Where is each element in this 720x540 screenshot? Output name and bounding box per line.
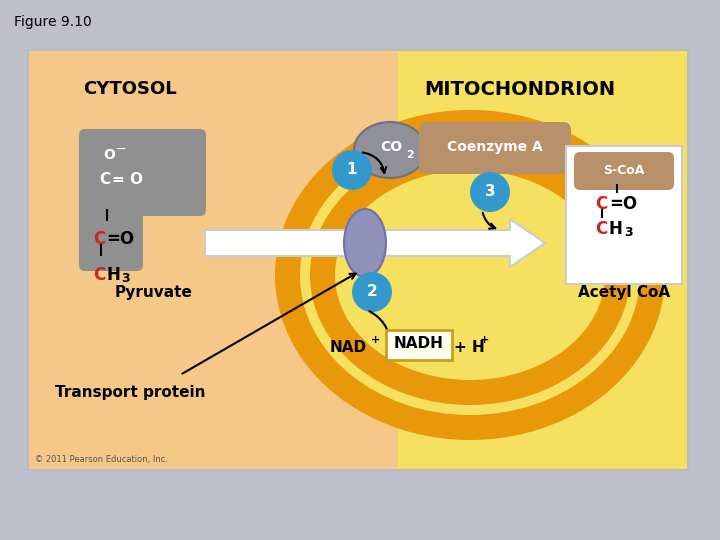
FancyBboxPatch shape (574, 152, 674, 190)
Text: 3: 3 (121, 272, 130, 285)
Text: Figure 9.10: Figure 9.10 (14, 15, 91, 29)
Text: CYTOSOL: CYTOSOL (84, 80, 177, 98)
Text: S-CoA: S-CoA (603, 164, 644, 177)
FancyBboxPatch shape (28, 50, 398, 470)
Text: 2: 2 (366, 284, 377, 299)
Text: NADH: NADH (394, 335, 444, 350)
Text: =: = (111, 172, 124, 187)
Text: C: C (595, 220, 607, 238)
Circle shape (352, 272, 392, 312)
Text: MITOCHONDRION: MITOCHONDRION (424, 80, 616, 99)
Ellipse shape (354, 122, 426, 178)
FancyBboxPatch shape (79, 129, 206, 216)
Text: C: C (93, 230, 105, 248)
Text: Acetyl CoA: Acetyl CoA (578, 285, 670, 300)
Text: O: O (129, 172, 142, 187)
Text: + H: + H (454, 340, 485, 355)
Ellipse shape (335, 170, 605, 380)
Text: C: C (99, 172, 110, 187)
Ellipse shape (300, 135, 640, 415)
FancyBboxPatch shape (419, 122, 571, 174)
Text: H: H (609, 220, 623, 238)
Text: 2: 2 (406, 150, 414, 160)
FancyBboxPatch shape (386, 330, 452, 360)
Text: =O: =O (609, 195, 637, 213)
Circle shape (470, 172, 510, 212)
Text: =O: =O (106, 230, 134, 248)
Text: C: C (595, 195, 607, 213)
Text: Pyruvate: Pyruvate (115, 285, 193, 300)
Ellipse shape (310, 145, 630, 405)
Text: 1: 1 (347, 161, 357, 177)
Text: −: − (116, 143, 127, 156)
Text: NAD: NAD (330, 340, 367, 355)
Text: C: C (93, 266, 105, 284)
Ellipse shape (344, 209, 386, 277)
Text: O: O (103, 148, 115, 162)
Ellipse shape (275, 110, 665, 440)
Text: 3: 3 (624, 226, 633, 239)
Text: Coenzyme A: Coenzyme A (447, 140, 543, 154)
Text: +: + (480, 335, 490, 345)
Text: +: + (371, 335, 380, 345)
Circle shape (332, 150, 372, 190)
FancyBboxPatch shape (398, 50, 688, 470)
Text: CO: CO (380, 140, 402, 154)
Text: Transport protein: Transport protein (55, 385, 205, 400)
FancyBboxPatch shape (28, 50, 688, 470)
FancyArrow shape (205, 219, 545, 267)
FancyBboxPatch shape (79, 194, 143, 271)
Text: 3: 3 (485, 184, 495, 199)
FancyBboxPatch shape (566, 146, 682, 284)
Text: © 2011 Pearson Education, Inc.: © 2011 Pearson Education, Inc. (35, 455, 168, 464)
Text: H: H (106, 266, 120, 284)
